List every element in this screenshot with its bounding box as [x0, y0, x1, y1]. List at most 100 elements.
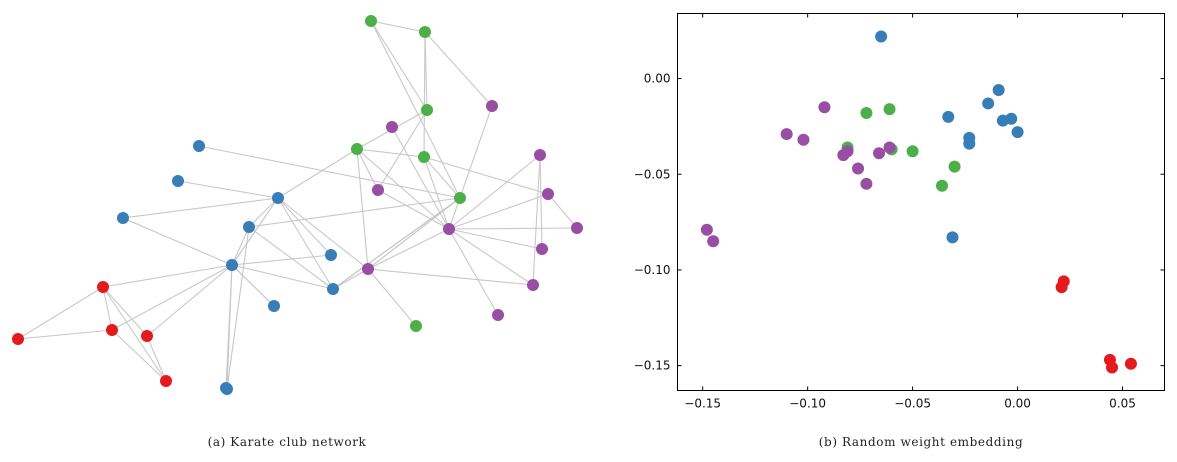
x-axis-ticks: −0.15 −0.10 −0.05 0.00 0.05: [684, 13, 1136, 411]
network-edge: [102, 286, 148, 337]
network-node-purple: [492, 309, 504, 321]
network-edges: [17, 20, 578, 390]
scatter-point-red: [1124, 357, 1137, 370]
scatter-point-blue: [982, 97, 995, 110]
y-tick-label: 0.00: [644, 72, 671, 86]
scatter-points: [700, 30, 1137, 374]
network-node-purple: [362, 263, 374, 275]
scatter-point-red: [1055, 281, 1068, 294]
network-edge: [248, 197, 279, 228]
scatter-point-blue: [942, 110, 955, 123]
network-edge: [532, 154, 541, 286]
network-node-green: [454, 192, 466, 204]
network-edge: [356, 148, 369, 270]
network-node-purple: [542, 188, 554, 200]
scatter-point-purple: [700, 223, 713, 236]
network-edge: [367, 268, 534, 286]
y-tick-label: −0.05: [634, 167, 671, 181]
network-node-red: [97, 281, 109, 293]
scatter-point-green: [948, 160, 961, 173]
network-edge: [356, 148, 425, 158]
x-tick-label: −0.05: [894, 397, 931, 411]
network-node-blue: [268, 300, 280, 312]
network-edge: [367, 197, 461, 270]
network-edge: [367, 228, 450, 270]
network-edge: [448, 228, 543, 250]
network-node-purple: [536, 243, 548, 255]
network-edge: [423, 156, 549, 195]
x-tick-label: −0.15: [684, 397, 721, 411]
scatter-point-red: [1106, 361, 1119, 374]
network-edge: [448, 154, 541, 230]
scatter-point-purple: [780, 128, 793, 141]
network-edge: [231, 264, 334, 290]
network-node-purple: [571, 222, 583, 234]
network-edge: [424, 31, 493, 107]
network-edge: [102, 286, 113, 331]
scatter-point-green: [906, 145, 919, 158]
scatter-point-blue: [963, 137, 976, 150]
network-edge: [448, 228, 534, 286]
network-edge: [146, 335, 167, 382]
network-edge: [226, 226, 250, 390]
network-node-purple: [486, 100, 498, 112]
network-edge: [248, 197, 461, 228]
embedding-scatter-panel: −0.15 −0.10 −0.05 0.00 0.05 0.00−0.05−0.10−0…: [634, 13, 1165, 449]
x-tick-label: −0.10: [789, 397, 826, 411]
scatter-point-green: [935, 179, 948, 192]
x-tick-label: 0.05: [1109, 397, 1136, 411]
network-node-green: [419, 26, 431, 38]
scatter-point-purple: [852, 162, 865, 175]
network-node-red: [160, 375, 172, 387]
network-edge: [277, 197, 332, 256]
network-node-blue: [193, 140, 205, 152]
network-edge: [231, 254, 332, 266]
network-node-green: [351, 143, 363, 155]
network-edge: [356, 148, 379, 191]
network-edge: [370, 20, 428, 111]
network-edge: [423, 156, 461, 199]
network-edge: [111, 264, 233, 331]
karate-network-panel: (a) Karate club network: [12, 15, 583, 449]
scatter-point-purple: [797, 133, 810, 146]
network-node-blue: [272, 192, 284, 204]
network-edge: [547, 193, 578, 229]
caption-a: (a) Karate club network: [208, 435, 367, 449]
network-node-blue: [117, 212, 129, 224]
network-node-blue: [172, 175, 184, 187]
network-node-blue: [325, 249, 337, 261]
scatter-point-purple: [818, 101, 831, 114]
network-edge: [102, 264, 233, 288]
scatter-point-purple: [841, 145, 854, 158]
network-node-purple: [527, 279, 539, 291]
network-edge: [391, 126, 450, 230]
network-edge: [367, 268, 417, 327]
network-edge: [231, 226, 250, 266]
network-edge: [231, 197, 279, 266]
network-edge: [122, 217, 233, 266]
scatter-point-purple: [873, 147, 886, 160]
network-edge: [177, 180, 279, 199]
network-edge: [370, 20, 426, 33]
scatter-point-green: [860, 107, 873, 120]
scatter-point-purple: [860, 177, 873, 190]
network-edge: [377, 189, 450, 230]
network-edge: [448, 227, 578, 230]
caption-b: (b) Random weight embedding: [819, 435, 1024, 449]
network-edge: [146, 264, 233, 337]
network-node-blue: [226, 259, 238, 271]
network-node-red: [141, 330, 153, 342]
network-node-green: [421, 104, 433, 116]
network-node-blue: [243, 221, 255, 233]
network-edge: [448, 105, 493, 230]
axes-frame: [677, 13, 1165, 391]
y-axis-ticks: 0.00 −0.05 −0.10 −0.15: [634, 72, 1165, 373]
network-edge: [102, 286, 167, 382]
network-nodes: [12, 15, 583, 395]
network-node-green: [365, 15, 377, 27]
network-edge: [423, 31, 426, 158]
scatter-point-blue: [875, 30, 888, 43]
network-edge: [356, 148, 450, 230]
network-node-purple: [443, 223, 455, 235]
network-node-blue: [220, 382, 232, 394]
